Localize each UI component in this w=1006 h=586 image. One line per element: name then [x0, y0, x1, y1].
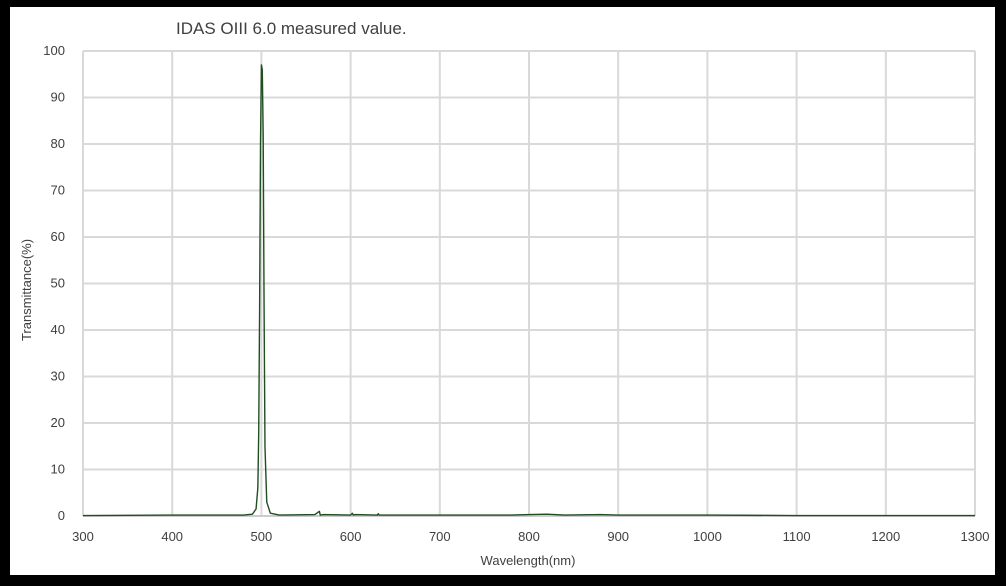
- x-tick-label: 500: [251, 529, 273, 544]
- y-tick-label: 20: [51, 415, 65, 430]
- y-tick-label: 60: [51, 229, 65, 244]
- x-tick-label: 1000: [693, 529, 722, 544]
- y-tick-label: 50: [51, 276, 65, 291]
- x-tick-labels: 300 400 500 600 700 800 900 1000 1100 1200 1300: [72, 529, 989, 544]
- y-tick-label: 90: [51, 90, 65, 105]
- gridlines: [82, 50, 976, 517]
- chart-title: IDAS OIII 6.0 measured value.: [176, 19, 407, 38]
- y-tick-label: 80: [51, 136, 65, 151]
- y-tick-label: 100: [43, 43, 65, 58]
- y-tick-label: 40: [51, 322, 65, 337]
- x-tick-label: 800: [518, 529, 540, 544]
- y-tick-label: 30: [51, 369, 65, 384]
- series-group: [82, 64, 975, 517]
- chart: IDAS OIII 6.0 measured value. 0 10 20 30 40 5…: [19, 19, 989, 568]
- x-tick-label: 1200: [871, 529, 900, 544]
- x-tick-label: 1300: [961, 529, 990, 544]
- chart-frame: IDAS OIII 6.0 measured value. 0 10 20 30 40 5…: [10, 7, 995, 575]
- x-tick-label: 900: [607, 529, 629, 544]
- x-tick-label: 400: [161, 529, 183, 544]
- x-tick-label: 600: [340, 529, 362, 544]
- x-tick-label: 300: [72, 529, 94, 544]
- x-axis-label: Wavelength(nm): [481, 553, 576, 568]
- series-line: [82, 64, 975, 517]
- y-tick-label: 10: [51, 462, 65, 477]
- y-tick-label: 0: [58, 508, 65, 523]
- y-axis-label: Transmittance(%): [19, 239, 34, 341]
- x-tick-label: 1100: [783, 529, 811, 544]
- y-tick-labels: 0 10 20 30 40 50 60 70 80 90 100: [43, 43, 65, 523]
- y-tick-label: 70: [51, 183, 65, 198]
- x-tick-label: 700: [429, 529, 451, 544]
